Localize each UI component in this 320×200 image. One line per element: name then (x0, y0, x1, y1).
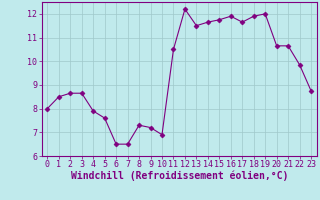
X-axis label: Windchill (Refroidissement éolien,°C): Windchill (Refroidissement éolien,°C) (70, 171, 288, 181)
